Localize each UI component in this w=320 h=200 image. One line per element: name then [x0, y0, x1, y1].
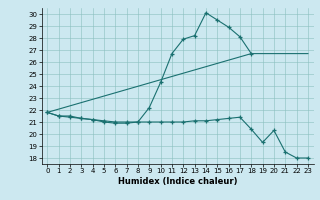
- X-axis label: Humidex (Indice chaleur): Humidex (Indice chaleur): [118, 177, 237, 186]
